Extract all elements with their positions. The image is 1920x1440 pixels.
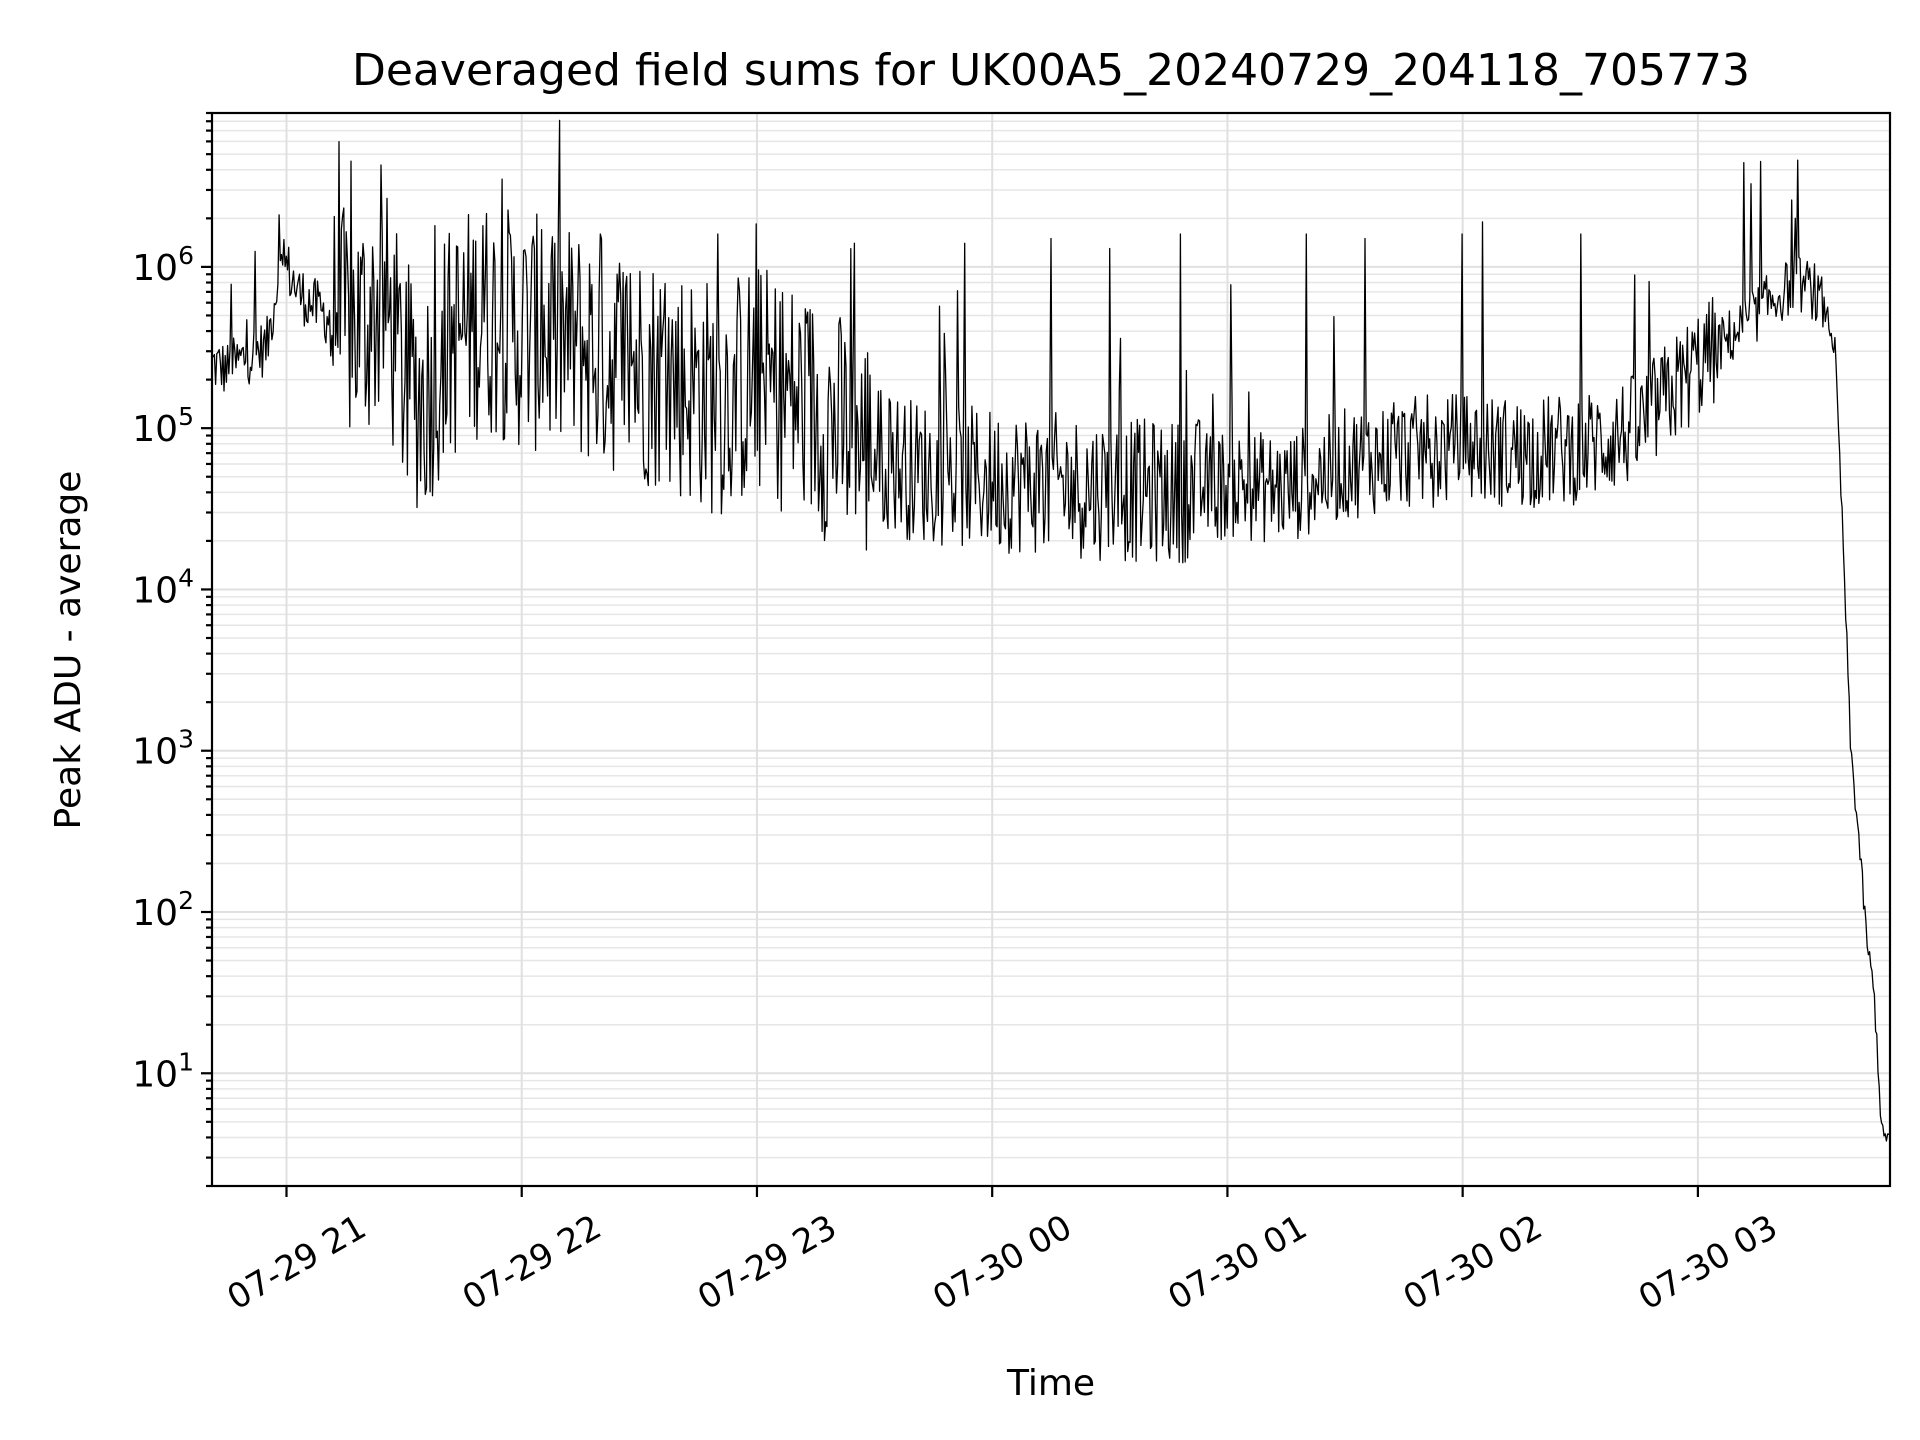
y-axis-label: Peak ADU - average [48, 471, 89, 830]
y-tick-label: 103 [132, 725, 194, 773]
y-tick-label: 106 [132, 241, 194, 289]
x-axis-label: Time [1006, 1363, 1095, 1404]
y-tick-label: 101 [132, 1047, 194, 1095]
y-axis: 101 102 103 104 105 106 [132, 111, 212, 1188]
y-tick-label: 102 [132, 886, 194, 934]
series-layer [211, 119, 1891, 1142]
y-tick-label: 104 [132, 563, 194, 611]
series-line [211, 119, 1891, 1142]
plot-frame [210, 111, 1892, 1188]
chart-title: Deaveraged field sums for UK00A5_2024072… [352, 45, 1750, 96]
y-tick-label: 105 [132, 402, 194, 450]
